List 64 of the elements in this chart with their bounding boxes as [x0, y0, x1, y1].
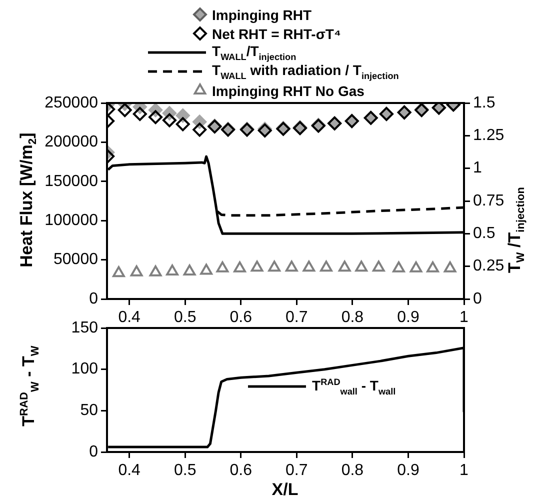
legend-label: T$_{WALL}$/T$_{injection}$ — [212, 43, 296, 62]
point — [268, 260, 281, 272]
point — [149, 265, 162, 276]
x-tick-label: 0.8 — [341, 462, 364, 480]
x-tick-label: 0.5 — [174, 309, 196, 326]
point — [130, 265, 143, 276]
legend-label: Impinging RHT — [212, 6, 312, 22]
y-tick-label: 100000 — [44, 212, 98, 230]
x-tick-label: 0.9 — [397, 309, 420, 326]
y-tick-label: 250000 — [44, 94, 98, 112]
legend-label: Net RHT = RHT-σT⁴ — [212, 26, 341, 42]
y2-tick-label: 0.5 — [473, 225, 496, 242]
x-axis-title: X/L — [272, 480, 298, 500]
x-tick-label: 0.7 — [286, 462, 308, 480]
point — [410, 261, 422, 272]
point — [192, 122, 207, 137]
y-tick-label: 150000 — [44, 172, 98, 190]
y-tick-label: 0 — [89, 443, 98, 460]
x-tick-label: 1 — [460, 309, 469, 326]
y2-tick-label: 1 — [473, 160, 482, 177]
point — [183, 264, 196, 276]
point — [285, 260, 298, 272]
point — [148, 110, 163, 124]
x-tick-label: 0.6 — [230, 309, 252, 326]
y2-tick-label: 1.25 — [473, 127, 504, 144]
point — [338, 260, 351, 272]
x-tick-label: 0.8 — [341, 309, 364, 326]
point — [200, 264, 212, 275]
y2-tick-label: 0.75 — [473, 192, 504, 210]
x-tick-label: 0.5 — [174, 462, 196, 480]
y2-tick-label: 0.25 — [473, 258, 504, 275]
point — [372, 260, 385, 272]
x-tick-label: 0.7 — [286, 309, 308, 326]
point — [166, 264, 178, 276]
y-tick-label: 50 — [80, 402, 98, 420]
y-tick-label: 200000 — [44, 134, 98, 151]
point — [444, 261, 456, 272]
point — [320, 260, 332, 272]
point — [162, 113, 176, 128]
legend-label: Impinging RHT No Gas — [212, 82, 364, 98]
y2-tick-label: 1.5 — [473, 94, 496, 112]
x-tick-label: 0.4 — [118, 462, 141, 480]
point — [216, 261, 229, 272]
point — [176, 117, 190, 132]
point — [250, 260, 264, 272]
point — [118, 103, 132, 118]
point — [234, 261, 246, 272]
x-tick-label: 0.9 — [397, 462, 420, 480]
y2-tick-label: 0 — [473, 290, 482, 308]
point — [132, 106, 147, 121]
legend-label: T$^{RAD}$$_{wall}$ - T$_{wall}$ — [312, 376, 396, 396]
point — [392, 261, 405, 272]
legend-label: T$_{WALL}$ with radiation / T$_{injection}$ — [212, 62, 399, 81]
y-tick-label: 50000 — [54, 251, 98, 268]
x-tick-label: 0.6 — [230, 462, 252, 480]
y-tick-label: 150 — [71, 319, 98, 336]
point — [112, 266, 125, 278]
y-tick-label: 0 — [89, 290, 98, 308]
point — [426, 261, 439, 272]
point — [302, 260, 316, 272]
x-tick-label: 1 — [460, 462, 469, 480]
y-tick-label: 100 — [71, 360, 98, 378]
point — [355, 260, 368, 272]
x-tick-label: 0.4 — [118, 309, 141, 326]
